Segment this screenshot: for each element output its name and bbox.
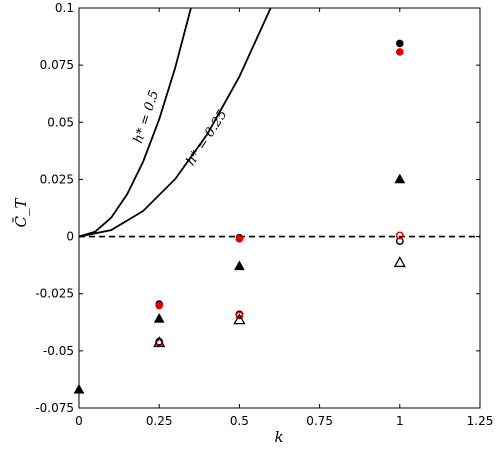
marker-open-triangle — [153, 336, 166, 348]
marker-filled-triangle — [394, 173, 406, 184]
marker-open-triangle — [393, 256, 406, 268]
y-tick-label: 0.025 — [40, 172, 74, 186]
x-tick-label: 1 — [396, 414, 404, 428]
tick-layer: 0 0.25 0.5 0.75 1 1.25 -0.075 -0.05 -0.025 0 0.025… — [35, 1, 493, 428]
y-tick-label: 0.05 — [47, 115, 74, 129]
marker-open-circle — [395, 231, 404, 240]
x-tick-label: 0.25 — [146, 414, 173, 428]
marker-filled-triangle — [153, 312, 165, 323]
curve-layer — [79, 8, 272, 238]
x-tick-label: 1.25 — [467, 414, 494, 428]
marker-filled-circle — [396, 48, 404, 56]
x-tick-label: 0.5 — [230, 414, 249, 428]
y-tick-label: 0.1 — [55, 1, 74, 15]
marker-filled-circle — [235, 235, 244, 243]
x-tick-label: 0.75 — [306, 414, 333, 428]
marker-filled-circle — [155, 301, 163, 310]
y-tick-label: -0.025 — [35, 287, 74, 301]
plot-frame — [78, 7, 481, 409]
y-tick-label: -0.075 — [35, 401, 74, 415]
curve-0 — [79, 8, 192, 238]
marker-filled-circle — [396, 39, 404, 48]
marker-filled-triangle — [73, 383, 85, 394]
marker-open-triangle — [233, 313, 246, 325]
x-tick-label: 0 — [75, 414, 83, 428]
y-tick-label: -0.05 — [43, 344, 74, 358]
y-tick-label: 0 — [66, 230, 74, 244]
marker-layer — [73, 39, 406, 394]
marker-filled-triangle — [233, 260, 245, 271]
curve-1 — [79, 8, 272, 238]
marker-open-circle — [235, 311, 244, 320]
y-tick-label: 0.075 — [40, 58, 74, 72]
y-axis-label: C̄_T — [12, 198, 30, 228]
x-axis-label: k — [274, 428, 283, 446]
